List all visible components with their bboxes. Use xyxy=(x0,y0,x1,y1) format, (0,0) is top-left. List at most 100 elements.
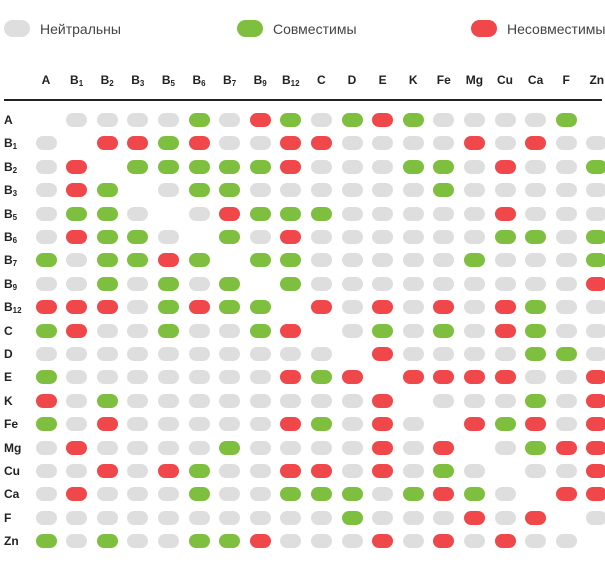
matrix-cell xyxy=(494,534,516,549)
matrix-cell xyxy=(219,393,241,408)
matrix-cell xyxy=(433,393,455,408)
legend-item-incompatible: Несовместимы xyxy=(471,20,605,37)
matrix-cell xyxy=(525,417,547,432)
matrix-cell xyxy=(127,487,149,502)
matrix-cell xyxy=(586,464,605,478)
column-header: B3 xyxy=(131,73,145,88)
matrix-cell xyxy=(127,347,149,361)
matrix-cell xyxy=(96,300,118,315)
matrix-cell xyxy=(310,393,332,408)
legend-dot-compatible xyxy=(237,20,263,37)
matrix-cell xyxy=(372,183,394,198)
matrix-cell xyxy=(525,393,547,408)
matrix-cell xyxy=(555,253,577,268)
matrix-cell xyxy=(433,464,455,478)
matrix-cell xyxy=(463,323,485,338)
matrix-cell xyxy=(402,510,424,525)
matrix-cell xyxy=(249,440,271,455)
matrix-cell xyxy=(219,487,241,502)
matrix-cell xyxy=(96,253,118,268)
matrix-cell xyxy=(66,206,88,221)
matrix-cell xyxy=(402,230,424,244)
matrix-cell xyxy=(127,417,149,432)
matrix-cell xyxy=(494,393,516,408)
matrix-cell xyxy=(555,300,577,315)
matrix-cell xyxy=(463,370,485,385)
matrix-cell xyxy=(249,487,271,502)
matrix-cell xyxy=(96,370,118,385)
matrix-cell xyxy=(341,159,363,174)
matrix-cell xyxy=(586,206,605,221)
matrix-cell xyxy=(402,159,424,174)
matrix-cell xyxy=(433,487,455,502)
matrix-cell xyxy=(433,206,455,221)
matrix-cell xyxy=(372,417,394,432)
matrix-cell xyxy=(402,464,424,478)
matrix-cell xyxy=(157,300,179,315)
column-header: E xyxy=(378,73,387,87)
matrix-cell xyxy=(341,534,363,549)
matrix-cell xyxy=(372,136,394,151)
matrix-cell xyxy=(66,464,88,478)
matrix-cell xyxy=(341,370,363,385)
matrix-cell xyxy=(219,300,241,315)
matrix-cell xyxy=(35,323,57,338)
matrix-cell xyxy=(402,370,424,385)
matrix-cell xyxy=(219,464,241,478)
matrix-cell xyxy=(96,440,118,455)
matrix-cell xyxy=(249,464,271,478)
matrix-cell xyxy=(494,417,516,432)
matrix-cell xyxy=(494,230,516,244)
matrix-cell xyxy=(402,347,424,361)
matrix-cell xyxy=(310,230,332,244)
matrix-cell xyxy=(249,300,271,315)
matrix-cell xyxy=(188,464,210,478)
matrix-cell xyxy=(372,487,394,502)
matrix-cell xyxy=(188,113,210,127)
matrix-cell xyxy=(219,136,241,151)
matrix-cell xyxy=(341,136,363,151)
matrix-cell xyxy=(463,534,485,549)
column-header: Ca xyxy=(527,73,544,87)
matrix-cell xyxy=(66,393,88,408)
matrix-cell xyxy=(280,487,302,502)
matrix-cell xyxy=(402,253,424,268)
matrix-cell xyxy=(494,136,516,151)
matrix-cell xyxy=(96,487,118,502)
matrix-cell xyxy=(525,159,547,174)
matrix-cell xyxy=(433,113,455,127)
row-header: Mg xyxy=(4,440,22,455)
matrix-cell xyxy=(433,347,455,361)
matrix-cell xyxy=(525,510,547,525)
matrix-cell xyxy=(525,347,547,361)
matrix-cell xyxy=(341,417,363,432)
matrix-cell xyxy=(555,534,577,549)
matrix-cell xyxy=(188,136,210,151)
row-header: B5 xyxy=(4,206,18,222)
matrix-cell xyxy=(310,206,332,221)
matrix-cell xyxy=(280,136,302,151)
matrix-cell xyxy=(494,347,516,361)
matrix-cell xyxy=(525,370,547,385)
matrix-cell xyxy=(402,323,424,338)
matrix-cell xyxy=(188,417,210,432)
matrix-cell xyxy=(310,183,332,198)
matrix-cell xyxy=(402,417,424,432)
column-header: B1 xyxy=(70,73,84,88)
matrix-cell xyxy=(188,534,210,549)
matrix-cell xyxy=(433,183,455,198)
matrix-cell xyxy=(494,113,516,127)
matrix-cell xyxy=(525,253,547,268)
matrix-cell xyxy=(341,440,363,455)
matrix-cell xyxy=(249,113,271,127)
matrix-cell xyxy=(219,276,241,291)
matrix-cell xyxy=(66,417,88,432)
matrix-cell xyxy=(35,300,57,315)
matrix-cell xyxy=(96,534,118,549)
header-divider xyxy=(4,99,602,101)
matrix-cell xyxy=(280,206,302,221)
matrix-cell xyxy=(310,440,332,455)
matrix-cell xyxy=(463,464,485,478)
matrix-cell xyxy=(372,206,394,221)
matrix-cell xyxy=(127,464,149,478)
